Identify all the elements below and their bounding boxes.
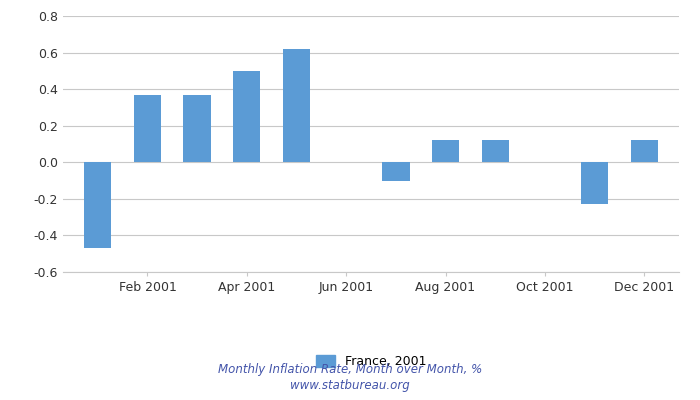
Bar bbox=[382, 162, 410, 180]
Bar bbox=[283, 49, 310, 162]
Bar bbox=[183, 95, 211, 162]
Bar bbox=[432, 140, 459, 162]
Bar bbox=[482, 140, 509, 162]
Bar bbox=[233, 71, 260, 162]
Bar bbox=[631, 140, 658, 162]
Bar bbox=[84, 162, 111, 248]
Text: www.statbureau.org: www.statbureau.org bbox=[290, 380, 410, 392]
Bar bbox=[581, 162, 608, 204]
Bar bbox=[134, 95, 161, 162]
Legend: France, 2001: France, 2001 bbox=[311, 350, 431, 373]
Text: Monthly Inflation Rate, Month over Month, %: Monthly Inflation Rate, Month over Month… bbox=[218, 364, 482, 376]
